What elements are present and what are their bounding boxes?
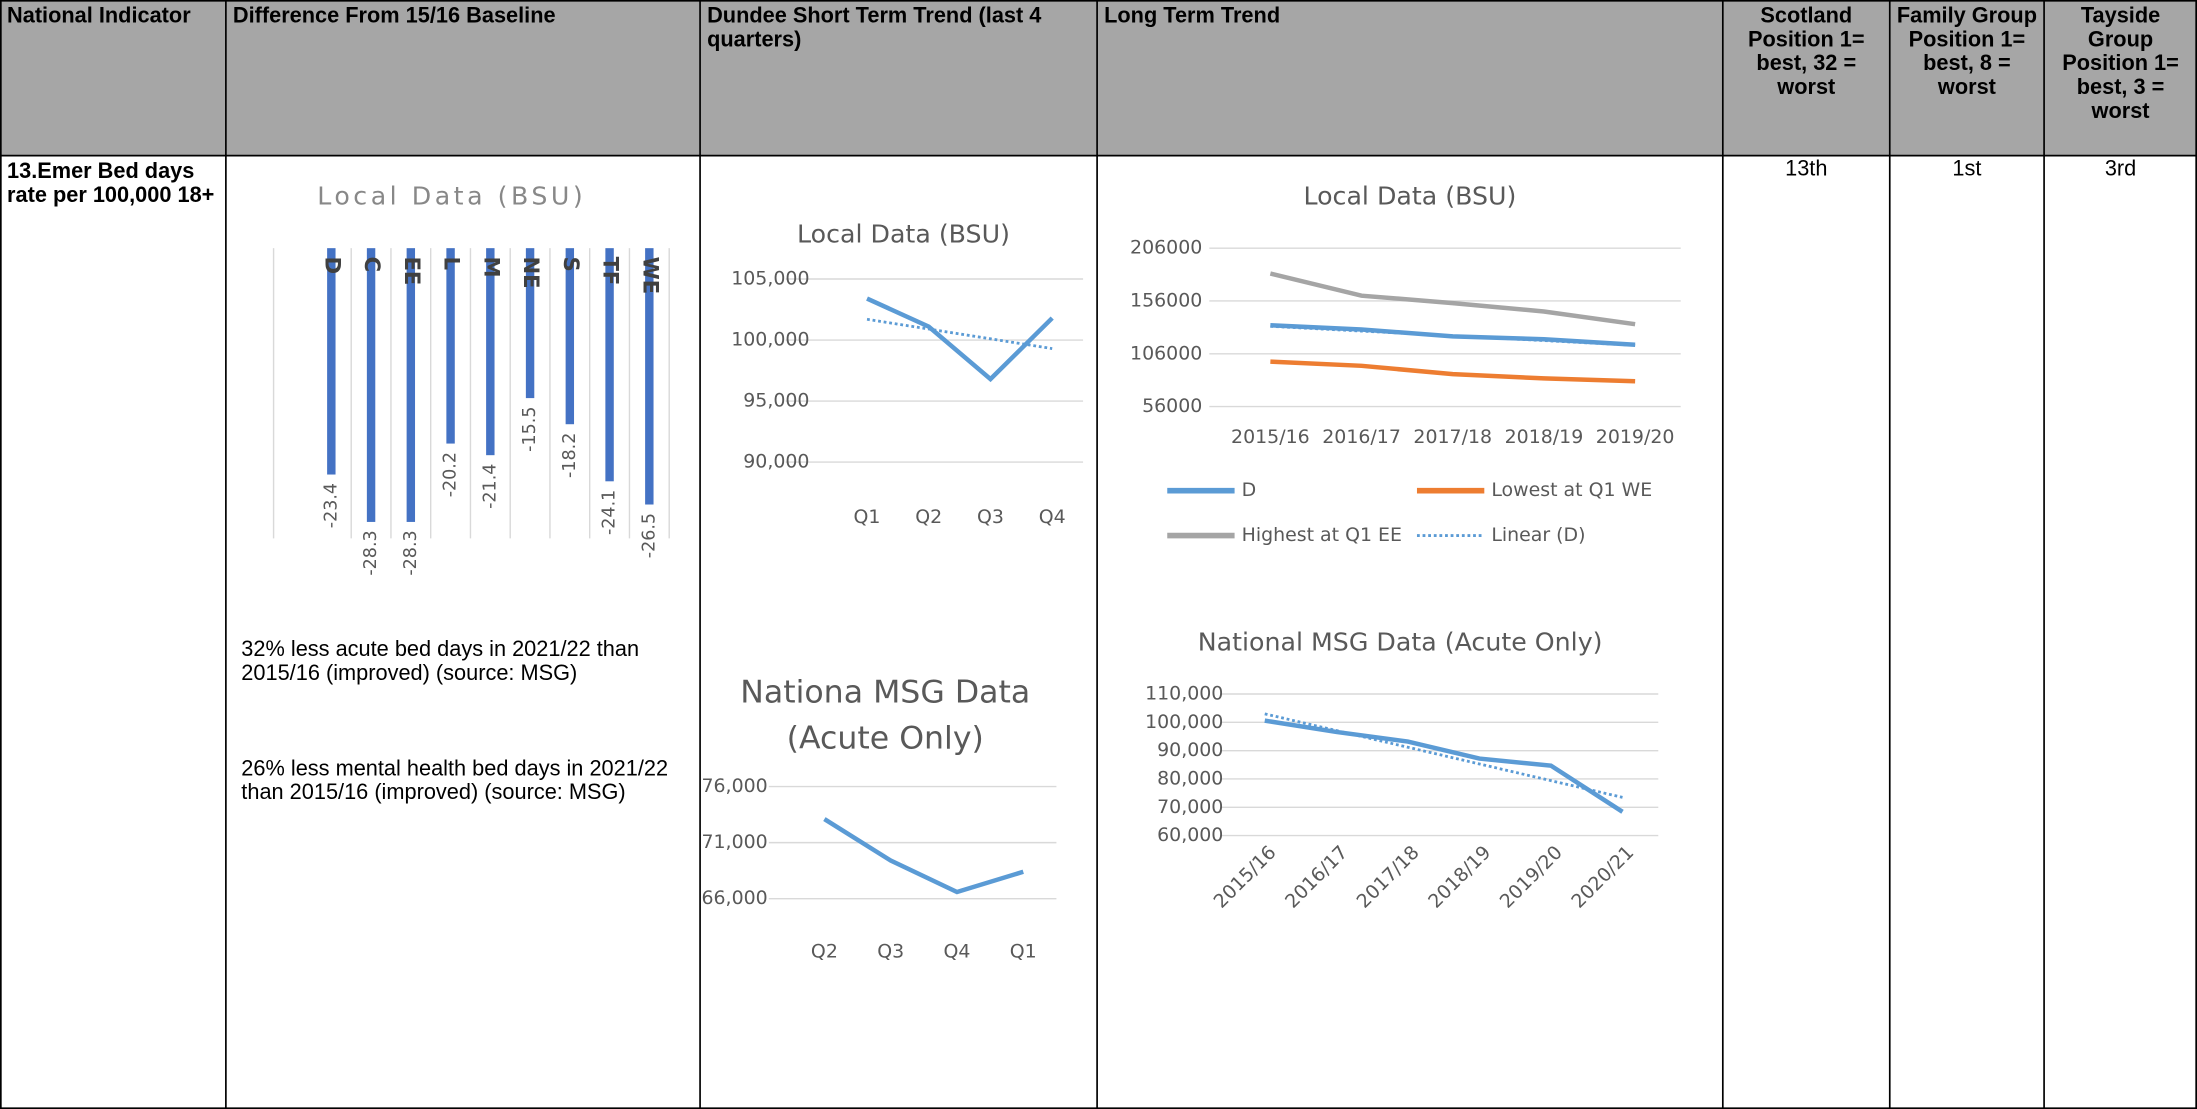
column-header: Family Group Position 1= best, 8 = worst — [1896, 4, 2038, 100]
x-tick-label: Q1 — [1010, 940, 1037, 962]
column-header: Difference From 15/16 Baseline — [232, 4, 556, 29]
value-label: -28.3 — [361, 530, 381, 575]
category-label: C — [360, 257, 385, 272]
trend-line — [1264, 712, 1623, 799]
column-header: National Indicator — [7, 4, 191, 29]
bar — [605, 248, 614, 482]
category-label: EE — [400, 257, 425, 286]
y-tick-label: 56000 — [1142, 395, 1202, 417]
value-label: -20.2 — [441, 452, 461, 497]
position: 3rd — [2104, 157, 2137, 181]
value-label: -28.3 — [401, 530, 421, 575]
x-tick-label: 2018/19 — [1424, 841, 1495, 912]
x-tick-label: 2017/18 — [1413, 426, 1492, 448]
x-tick-label: Q3 — [977, 506, 1004, 528]
x-tick-label: Q4 — [1039, 506, 1066, 528]
note: 26% less mental health bed days in 2021/… — [241, 757, 669, 805]
value-label: -21.4 — [480, 464, 500, 509]
category-label: S — [559, 257, 584, 272]
y-tick-label: 110,000 — [1145, 683, 1223, 705]
y-tick-label: 95,000 — [743, 390, 809, 412]
legend-label: D — [1242, 479, 1257, 501]
series-line — [1264, 718, 1624, 814]
y-tick-label: 70,000 — [1157, 796, 1223, 818]
indicator: 13.Emer Bed days rate per 100,000 18+ — [7, 159, 215, 208]
position: 1st — [1952, 157, 1982, 181]
chart-title: Local Data (BSU) — [797, 220, 1010, 250]
chart-title: Local Data (BSU) — [1303, 182, 1517, 212]
y-tick-label: 71,000 — [701, 831, 767, 853]
y-tick-label: 206000 — [1130, 237, 1202, 259]
bar — [406, 248, 416, 522]
bar — [327, 248, 336, 475]
bar — [525, 248, 535, 399]
category-label: NE — [519, 257, 544, 289]
value-label: -23.4 — [321, 483, 341, 528]
series-line — [1269, 271, 1636, 327]
legend-label: Highest at Q1 EE — [1242, 524, 1402, 546]
chart-title: Local Data (BSU) — [317, 182, 587, 212]
x-tick-label: 2017/18 — [1353, 841, 1424, 912]
x-tick-label: 2016/17 — [1281, 841, 1352, 912]
bar — [366, 248, 376, 522]
value-label: -26.5 — [639, 513, 659, 558]
trend-line — [866, 317, 1053, 350]
value-label: -18.2 — [560, 433, 580, 478]
x-tick-label: 2015/16 — [1209, 841, 1280, 912]
x-tick-label: 2016/17 — [1322, 426, 1401, 448]
y-tick-label: 80,000 — [1157, 767, 1223, 789]
chart-title: Nationa MSG Data (Acute Only) — [740, 674, 1031, 758]
column-header: Long Term Trend — [1104, 4, 1281, 29]
series-line — [823, 817, 1024, 895]
column-header: Dundee Short Term Trend (last 4 quarters… — [707, 4, 1042, 52]
y-tick-label: 76,000 — [701, 775, 767, 797]
category-label: TF — [599, 257, 624, 286]
category-label: L — [440, 257, 465, 270]
value-label: -15.5 — [520, 407, 540, 452]
bar — [446, 248, 455, 444]
series-line — [866, 296, 1054, 383]
series-line — [1270, 359, 1636, 384]
y-tick-label: 100,000 — [731, 329, 809, 351]
x-tick-label: Q2 — [811, 940, 838, 962]
bar — [645, 248, 654, 505]
legend-label: Lowest at Q1 WE — [1491, 479, 1652, 501]
x-tick-label: 2015/16 — [1231, 426, 1310, 448]
chart-title: National MSG Data (Acute Only) — [1197, 628, 1603, 658]
x-tick-label: Q1 — [854, 506, 881, 528]
y-tick-label: 100,000 — [1145, 711, 1223, 733]
y-tick-label: 90,000 — [1157, 739, 1223, 761]
trend-line — [1270, 324, 1636, 347]
legend-label: Linear (D) — [1491, 524, 1585, 546]
category-label: D — [320, 257, 345, 274]
x-tick-label: 2018/19 — [1505, 426, 1584, 448]
x-tick-label: Q3 — [877, 940, 904, 962]
x-tick-label: 2019/20 — [1596, 426, 1675, 448]
category-label: M — [479, 257, 504, 278]
x-tick-label: 2020/21 — [1567, 841, 1638, 912]
y-tick-label: 60,000 — [1157, 824, 1223, 846]
x-tick-label: Q4 — [944, 940, 971, 962]
position: 13th — [1785, 157, 1828, 181]
note: 32% less acute bed days in 2021/22 than … — [241, 637, 640, 686]
y-tick-label: 66,000 — [701, 887, 767, 909]
header-bg — [0, 0, 2197, 156]
y-tick-label: 105,000 — [731, 268, 809, 290]
y-tick-label: 90,000 — [743, 451, 809, 473]
column-header: Tayside Group Position 1= best, 3 = wors… — [2062, 4, 2179, 124]
value-label: -24.1 — [600, 490, 620, 535]
bar — [565, 248, 575, 425]
y-tick-label: 106000 — [1130, 342, 1202, 364]
category-label: WE — [638, 257, 663, 295]
y-tick-label: 156000 — [1130, 289, 1202, 311]
bar — [486, 248, 495, 456]
x-tick-label: 2019/20 — [1496, 841, 1567, 912]
x-tick-label: Q2 — [915, 506, 942, 528]
column-header: Scotland Position 1= best, 32 = worst — [1747, 4, 1865, 100]
